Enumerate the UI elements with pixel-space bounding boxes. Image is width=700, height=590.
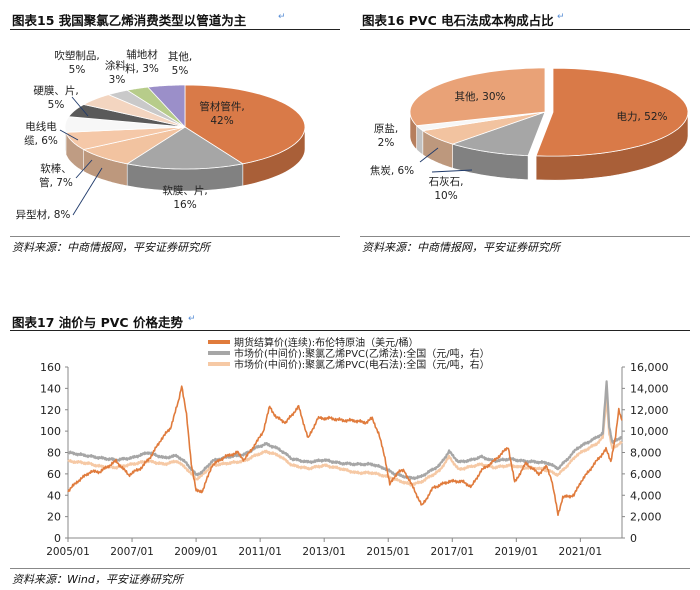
pie-label-石灰石: 石灰石, 10% [429,175,464,202]
leader-line [72,167,103,216]
return-mark-icon: ↵ [557,12,565,22]
figure17-line-chart: 期货结算价(连续):布伦特原油（美元/桶）市场价(中间价):聚氯乙烯PVC(乙烯… [40,336,669,558]
pie-label-管材管件: 管材管件, 42% [199,100,244,127]
figure15-title: 图表15 我国聚氯乙烯消费类型以管道为主 [12,13,247,28]
figure16-pie-chart: 电力, 52% 石灰石, 10% 焦炭, 6% 原盐, 2% 其他, 30% [370,67,689,202]
leader-line [75,159,93,179]
pie-label-软膜、片: 软膜、片, 16% [162,184,207,211]
leader-line [419,147,439,163]
y-left-tick-label: 100 [40,425,61,438]
pie-label-涂料: 涂料, 3% [105,59,129,86]
pie-slice-辅地材料 [126,86,186,128]
figure16-title: 图表16 PVC 电石法成本构成占比 [362,13,554,28]
leader-line [59,129,79,141]
pie-slice-焦炭 [421,111,546,145]
figure15-top-rule [10,29,340,30]
y-right-tick-label: 14,000 [630,382,669,395]
pie-label-其他: 其他, 5% [168,50,192,77]
x-tick-label: 2011/01 [238,546,282,558]
pie-label-电力: 电力, 52% [616,110,667,123]
pie-label-辅地材料: 辅地材料, 3% [125,48,159,75]
y-right-tick-label: 6,000 [630,468,662,481]
pie-slice-其他 [409,67,546,127]
pie-slice-软棒、管 [65,126,186,150]
pie-slice-其他 [147,84,186,129]
x-tick-label: 2007/01 [110,546,154,558]
series-line-PVC乙烯法 [67,380,623,481]
pie-slice-原盐 [415,111,546,132]
y-left-tick-label: 20 [47,511,61,524]
y-right-tick-label: 12,000 [630,404,669,417]
figure16-source: 资料来源：中商情报网，平安证券研究所 [362,241,560,254]
return-mark-icon: ↵ [188,314,196,324]
pie-label-异型材: 异型材, 8% [16,208,71,221]
pie-slice-石灰石 [451,111,546,157]
pie-slice-异型材 [82,126,186,165]
legend-label: 期货结算价(连续):布伦特原油（美元/桶） [234,336,419,349]
return-mark-icon: ↵ [278,12,286,22]
pie-label-焦炭: 焦炭, 6% [370,164,414,177]
pie-label-吹塑制品: 吹塑制品, 5% [54,49,99,76]
figure16-top-rule [360,29,690,30]
figure15-bottom-rule [10,236,340,237]
figure15-pie-chart: 管材管件, 42% 软膜、片, 16% 异型材, 8% 软棒、管, 7% 电线电缆, 6% 硬… [16,48,306,221]
x-tick-label: 2019/01 [495,546,539,558]
x-tick-label: 2017/01 [430,546,474,558]
x-tick-label: 2005/01 [46,546,90,558]
pie-slice-管材管件 [184,84,306,165]
y-left-tick-label: 160 [40,361,61,374]
series-line-布伦特原油 [67,385,623,516]
pie-slice-电线电缆 [64,116,186,133]
y-left-tick-label: 80 [47,447,61,460]
leader-line [71,96,89,117]
pie-slice-硬膜、片 [68,104,186,128]
pie-slice-电力 [535,67,689,157]
x-tick-label: 2015/01 [366,546,410,558]
x-tick-label: 2009/01 [174,546,218,558]
y-right-tick-label: 0 [630,532,637,545]
figure17-top-rule [10,330,690,331]
figure17-source: 资料来源：Wind，平安证券研究所 [12,573,183,586]
y-right-tick-label: 2,000 [630,511,662,524]
figure16-bottom-rule [360,236,690,237]
y-right-tick-label: 8,000 [630,447,662,460]
y-left-tick-label: 120 [40,404,61,417]
series-line-PVC电石法 [67,396,623,487]
pie-label-原盐: 原盐, 2% [374,122,398,149]
y-left-tick-label: 40 [47,489,61,502]
pie-label-硬膜、片: 硬膜、片, 5% [33,84,78,111]
pie-label-软棒、管: 软棒、管, 7% [39,162,73,189]
y-right-tick-label: 4,000 [630,489,662,502]
y-right-tick-label: 16,000 [630,361,669,374]
pie-slice-涂料 [107,89,186,128]
pie-slice-软膜、片 [126,126,244,170]
legend-label: 市场价(中间价):聚氯乙烯PVC(电石法):全国（元/吨，右） [234,358,490,371]
y-right-tick-label: 10,000 [630,425,669,438]
pie-slice-吹塑制品 [82,94,186,128]
leader-line [431,169,473,173]
figure15-source: 资料来源：中商情报网，平安证券研究所 [12,241,210,254]
x-tick-label: 2013/01 [302,546,346,558]
x-tick-label: 2021/01 [559,546,603,558]
legend-label: 市场价(中间价):聚氯乙烯PVC(乙烯法):全国（元/吨，右） [234,347,490,360]
y-left-tick-label: 0 [54,532,61,545]
pie-label-电线电缆: 电线电缆, 6% [24,120,58,147]
y-left-tick-label: 60 [47,468,61,481]
pie-label-其他: 其他, 30% [454,90,505,103]
y-left-tick-label: 140 [40,382,61,395]
figure17-title: 图表17 油价与 PVC 价格走势 [12,315,183,330]
figure17-bottom-rule [10,568,690,569]
